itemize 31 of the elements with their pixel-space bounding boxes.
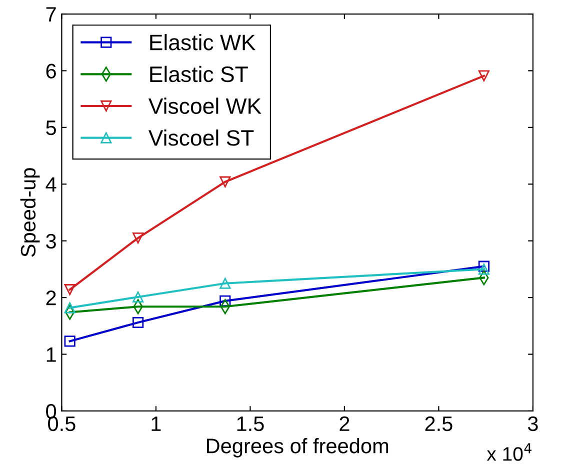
- legend-label: Elastic ST: [150, 66, 248, 82]
- point: [132, 291, 144, 303]
- x-tick-label: 3: [528, 416, 538, 432]
- point: [132, 316, 144, 328]
- x-tick-label: 2: [340, 416, 350, 431]
- text: x 10$^{4}$: [486, 443, 532, 461]
- point: [220, 278, 231, 289]
- x-axis-title: Degrees of freedom: [206, 438, 388, 458]
- y-tick-label: 1: [46, 347, 56, 362]
- point: [220, 176, 231, 188]
- legend-label: Viscoel ST: [148, 129, 254, 146]
- y-tick-label: 4: [46, 177, 56, 192]
- point: [220, 295, 231, 307]
- point: [478, 70, 490, 82]
- x-tick-label: 1: [152, 416, 161, 431]
- y-axis-title: Speed-up: [20, 168, 40, 257]
- y-tick-label: 3: [46, 234, 56, 249]
- y-tick-label: 7: [46, 7, 56, 22]
- legend-label: Elastic WK: [150, 34, 256, 50]
- point: [132, 232, 144, 244]
- y-tick-label: 5: [46, 120, 56, 136]
- y-tick-label: 6: [46, 64, 56, 78]
- point: [478, 260, 490, 272]
- x-tick-label: 1.5: [237, 416, 264, 432]
- legend-label: Viscoel WK: [148, 98, 262, 114]
- point: [478, 264, 490, 275]
- point: [64, 284, 76, 296]
- point: [64, 302, 76, 314]
- y-tick-label: 2: [46, 290, 56, 306]
- x-tick-label: 2.5: [425, 416, 452, 432]
- point: [64, 336, 76, 347]
